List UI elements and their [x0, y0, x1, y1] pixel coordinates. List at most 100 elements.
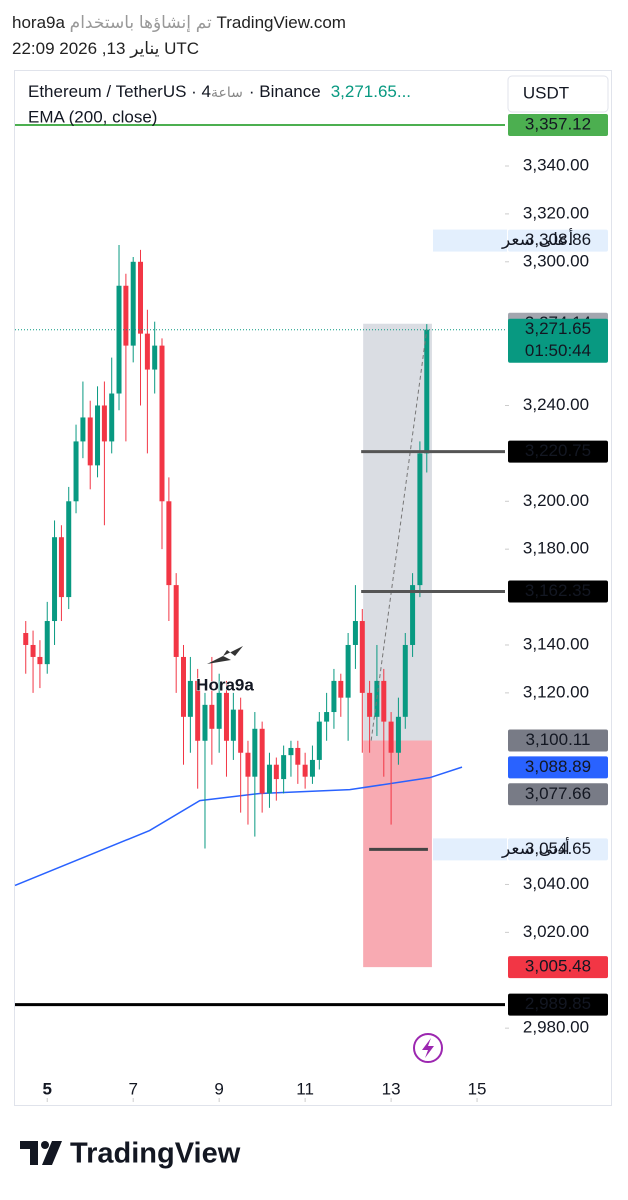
- watermark: Hora9a: [196, 675, 254, 694]
- price-tag-label: 3,220.75: [525, 441, 591, 460]
- candle-body: [367, 692, 373, 717]
- candle-body: [259, 728, 265, 794]
- price-tag: [508, 114, 608, 137]
- candle-body: [245, 752, 251, 777]
- y-tick-label: 3,120.00: [523, 682, 589, 701]
- candle-body: [173, 585, 179, 657]
- footer-logo: TradingView: [20, 1138, 241, 1170]
- x-tick-label: 13: [382, 1079, 401, 1098]
- note-label: أدنى سعر: [501, 837, 570, 858]
- candle-body: [381, 680, 387, 722]
- candle-body: [123, 285, 129, 346]
- currency-button-label[interactable]: USDT: [523, 83, 569, 102]
- trade-path: [370, 329, 428, 741]
- stop-zone: [363, 740, 432, 968]
- candle-body: [309, 759, 315, 777]
- zone: UTC: [164, 39, 200, 58]
- price-tag: [508, 318, 608, 363]
- countdown: 01:50:44: [525, 341, 591, 360]
- price-tag: [508, 580, 608, 603]
- candle-body: [216, 692, 222, 729]
- candle-body: [324, 712, 330, 722]
- candle-body: [209, 704, 215, 729]
- candle-body: [101, 405, 107, 442]
- candle-body: [58, 537, 64, 598]
- candle-body: [316, 721, 322, 760]
- legend-symbol: Ethereum / TetherUS · 4ساعة · Binance 3,27…: [28, 82, 411, 101]
- price-tag-label: 2,989.85: [525, 994, 591, 1013]
- candle-body: [87, 417, 93, 466]
- candle-body: [359, 621, 365, 693]
- price-tag-label: 3,005.48: [525, 957, 591, 976]
- price-tag: [508, 440, 608, 463]
- candle-body: [66, 501, 72, 598]
- ema-legend: EMA (200, close): [28, 107, 157, 126]
- y-tick-label: 3,240.00: [523, 395, 589, 414]
- candle-body: [195, 680, 201, 741]
- author: hora9a: [12, 13, 65, 32]
- logo-mark: [42, 1141, 62, 1165]
- header-line: 22:09 2026 ,13 يناير UTC: [12, 36, 346, 62]
- candle-body: [109, 393, 115, 442]
- price-tag-label: 3,100.11: [526, 730, 591, 749]
- candle-body: [30, 644, 36, 657]
- header: hora9a تم إنشاؤها باستخدام TradingView.c…: [12, 10, 346, 62]
- site: TradingView.com: [216, 13, 346, 32]
- candle-body: [37, 656, 43, 665]
- price-tag-label: 3,054.65: [525, 839, 591, 858]
- candle-body: [352, 621, 358, 645]
- price-tag-label: 3,357.12: [525, 114, 591, 133]
- brand: TradingView: [70, 1138, 241, 1170]
- y-tick-label: 3,020.00: [523, 922, 589, 941]
- candle-body: [116, 285, 122, 394]
- x-tick-label: 15: [468, 1079, 487, 1098]
- alert-bolt: [422, 1038, 434, 1058]
- candle-body: [130, 261, 136, 346]
- note-tag: [433, 838, 507, 861]
- candle-body: [80, 417, 86, 442]
- logo-mark: [41, 1141, 49, 1149]
- chart: 3,340.00 3,320.00 3,300.00 3,240.00 3,200.00…: [14, 75, 609, 1102]
- candle-body: [159, 345, 165, 502]
- y-tick-label: 3,340.00: [523, 155, 589, 174]
- candle-body: [252, 728, 258, 777]
- candle-body: [281, 755, 287, 780]
- candle-body: [402, 644, 408, 717]
- price-tag-label: 3,077.66: [525, 784, 591, 803]
- candle-body: [395, 716, 401, 753]
- ema-line: [14, 766, 463, 887]
- month: يناير: [130, 39, 160, 58]
- y-tick-label: 2,980.00: [523, 1018, 589, 1037]
- candle-body: [273, 764, 279, 780]
- price-tag: [508, 838, 608, 861]
- watermark-plane: [207, 646, 243, 664]
- logo-mark: [20, 1141, 38, 1165]
- candle-body: [138, 261, 144, 334]
- y-tick-label: 3,140.00: [523, 634, 589, 653]
- candle-body: [223, 692, 229, 741]
- price-tag-label: 3,271.65: [525, 319, 591, 338]
- price-tag: [508, 993, 608, 1016]
- price-tag: [508, 756, 608, 779]
- candle-body: [417, 453, 423, 586]
- candle-body: [338, 680, 344, 698]
- candle-body: [166, 501, 172, 586]
- y-tick-label: 3,300.00: [523, 251, 589, 270]
- y-tick-label: 3,320.00: [523, 203, 589, 222]
- y-tick-label: 3,040.00: [523, 874, 589, 893]
- last-price: 3,271.65...: [331, 82, 411, 101]
- candle-body: [187, 680, 193, 717]
- candle-body: [180, 656, 186, 717]
- price-tag-label: 3,162.35: [525, 581, 591, 600]
- plot: 3,340.00 3,320.00 3,300.00 3,240.00 3,200.00…: [14, 124, 589, 1102]
- price-tag-label: 3,088.89: [525, 757, 591, 776]
- time: 22:09 2026 ,13: [12, 39, 126, 58]
- candle-body: [331, 680, 337, 713]
- x-tick-label: 9: [214, 1079, 223, 1098]
- chart-frame: [14, 70, 612, 1106]
- x-tick-label: 5: [43, 1079, 52, 1098]
- currency-button[interactable]: [507, 75, 609, 113]
- y-tick-label: 3,200.00: [523, 491, 589, 510]
- candle-body: [152, 345, 158, 370]
- candle-body: [52, 537, 58, 622]
